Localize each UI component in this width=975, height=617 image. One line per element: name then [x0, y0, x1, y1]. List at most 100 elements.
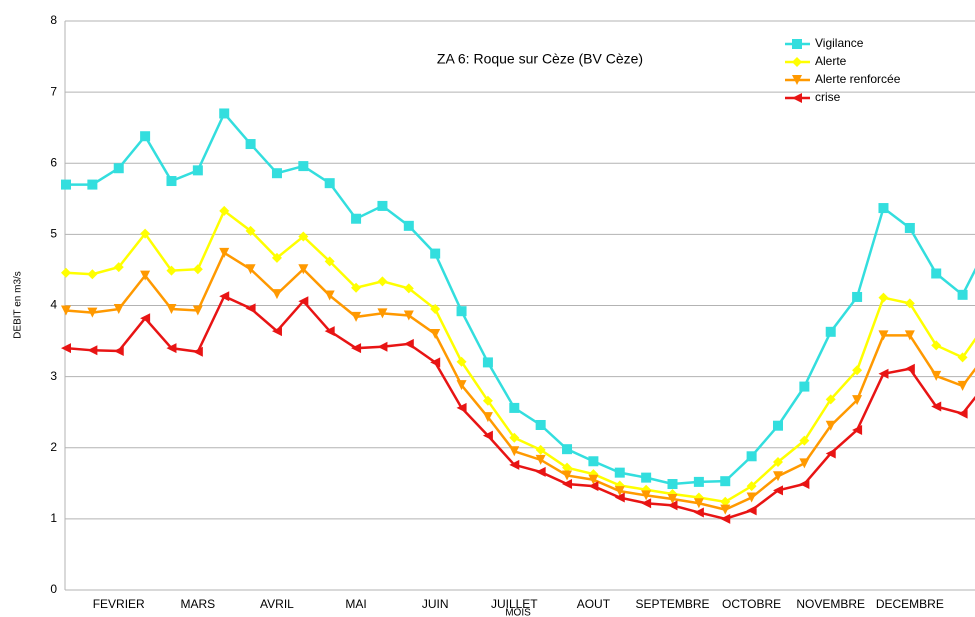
point: [852, 365, 863, 376]
point: [852, 395, 863, 406]
point: [641, 490, 652, 501]
point: [772, 471, 783, 482]
point: [192, 346, 203, 357]
point: [351, 311, 362, 322]
point: [957, 289, 968, 300]
point: [166, 343, 177, 354]
point: [377, 341, 388, 352]
point: [324, 178, 335, 189]
point: [61, 343, 71, 354]
point: [113, 262, 124, 273]
point: [562, 479, 573, 490]
point: [166, 304, 177, 315]
point: [931, 370, 942, 381]
point: [351, 282, 362, 293]
point: [878, 368, 889, 379]
point: [693, 507, 704, 518]
point: [324, 256, 335, 267]
point: [667, 500, 678, 511]
point: [878, 330, 889, 341]
point: [799, 458, 810, 469]
point: [720, 504, 731, 515]
point: [324, 326, 335, 337]
point: [931, 401, 942, 412]
series-line: [66, 111, 975, 486]
point: [245, 225, 256, 236]
x-tick-label: OCTOBRE: [722, 597, 781, 611]
legend-label: Alerte renforcée: [815, 72, 901, 86]
x-tick-label: AOUT: [577, 597, 611, 611]
point: [509, 446, 520, 457]
point: [403, 338, 414, 349]
point: [403, 220, 414, 231]
point: [140, 131, 151, 142]
y-tick-label: 3: [50, 369, 57, 383]
x-axis-label: MOIS: [505, 608, 531, 617]
point: [456, 356, 467, 367]
point: [482, 412, 493, 423]
point: [482, 357, 493, 368]
point: [720, 476, 731, 487]
point: [430, 328, 441, 339]
point: [271, 289, 282, 300]
y-tick-label: 0: [50, 582, 57, 596]
point: [957, 352, 968, 363]
point: [614, 486, 625, 497]
point: [271, 168, 282, 179]
point: [192, 264, 203, 275]
point: [430, 357, 441, 368]
point: [245, 264, 256, 275]
x-tick-label: NOVEMBRE: [796, 597, 865, 611]
point: [667, 479, 678, 490]
point: [825, 420, 836, 431]
point: [113, 304, 124, 315]
point: [87, 307, 98, 318]
point: [614, 492, 625, 503]
legend-label: Vigilance: [815, 36, 864, 50]
point: [61, 179, 71, 190]
point: [746, 492, 757, 503]
point: [377, 308, 388, 319]
point: [641, 472, 652, 483]
point: [87, 269, 98, 280]
point: [852, 291, 863, 302]
point: [140, 228, 151, 239]
legend-label: crise: [815, 90, 841, 104]
point: [825, 394, 836, 405]
point: [720, 496, 731, 507]
point: [192, 305, 203, 316]
y-tick-label: 4: [50, 298, 57, 312]
y-tick-label: 8: [50, 13, 57, 27]
point: [482, 395, 493, 406]
x-tick-label: MAI: [345, 597, 366, 611]
point: [87, 345, 98, 356]
point: [219, 247, 230, 258]
point: [482, 430, 493, 441]
point: [271, 252, 282, 263]
x-tick-label: FEVRIER: [93, 597, 145, 611]
y-tick-label: 6: [50, 155, 57, 169]
point: [588, 474, 599, 485]
point: [140, 313, 151, 324]
point: [509, 402, 520, 413]
point: [693, 498, 704, 509]
point: [957, 408, 968, 419]
point: [403, 283, 414, 294]
point: [456, 402, 467, 413]
point: [298, 231, 309, 242]
point: [562, 462, 573, 473]
x-tick-label: MARS: [181, 597, 216, 611]
point: [720, 513, 731, 524]
point: [192, 165, 203, 176]
y-tick-label: 1: [50, 511, 57, 525]
point: [562, 470, 573, 481]
point: [219, 108, 230, 119]
point: [298, 264, 309, 275]
point: [878, 203, 889, 214]
point: [166, 265, 177, 276]
point: [377, 276, 388, 287]
point: [904, 330, 915, 341]
series-line: [65, 251, 975, 511]
point: [535, 419, 546, 430]
